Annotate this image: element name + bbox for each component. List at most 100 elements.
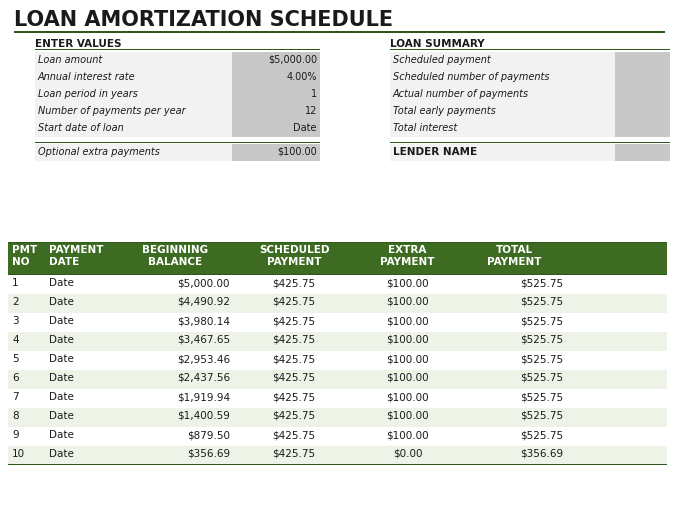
Text: $425.75: $425.75 [273,335,315,345]
Bar [615,144,670,161]
Bar [8,294,667,313]
Text: 2: 2 [12,297,19,307]
Text: 9: 9 [12,430,19,440]
Text: Number of payments per year: Number of payments per year [38,106,186,116]
Text: $3,467.65: $3,467.65 [177,335,230,345]
Bar [8,408,667,427]
Text: $100.00: $100.00 [386,297,429,307]
Text: $525.75: $525.75 [520,316,563,326]
Text: $525.75: $525.75 [520,392,563,402]
Bar [8,351,667,370]
Text: $1,400.59: $1,400.59 [177,411,230,421]
Text: Date: Date [49,335,74,345]
Bar [35,103,232,120]
Bar [8,241,667,243]
Bar [390,103,615,120]
Bar [232,120,320,137]
Text: $525.75: $525.75 [520,297,563,307]
Text: Date: Date [49,392,74,402]
Text: 7: 7 [12,392,19,402]
Text: 8: 8 [12,411,19,421]
Text: $100.00: $100.00 [277,147,317,157]
Text: $879.50: $879.50 [187,430,230,440]
Text: Scheduled number of payments: Scheduled number of payments [393,72,549,82]
Text: 5: 5 [12,354,19,364]
Text: 4: 4 [12,335,19,345]
Text: $1,919.94: $1,919.94 [177,392,230,402]
Text: Optional extra payments: Optional extra payments [38,147,160,157]
Bar [14,31,665,33]
Text: ENTER VALUES: ENTER VALUES [35,39,122,49]
Text: $100.00: $100.00 [386,373,429,383]
Text: LOAN SUMMARY: LOAN SUMMARY [390,39,485,49]
Bar [8,427,667,446]
Text: $525.75: $525.75 [520,430,563,440]
Bar [390,52,615,69]
Text: $2,437.56: $2,437.56 [177,373,230,383]
Text: $3,980.14: $3,980.14 [177,316,230,326]
Text: $100.00: $100.00 [386,411,429,421]
Text: SCHEDULED
PAYMENT: SCHEDULED PAYMENT [259,245,329,267]
Text: $425.75: $425.75 [273,392,315,402]
Bar [35,144,232,161]
Bar [8,446,667,465]
Bar [390,86,615,103]
Bar [232,86,320,103]
Text: $425.75: $425.75 [273,411,315,421]
Text: Loan amount: Loan amount [38,55,102,65]
Bar [390,48,670,50]
Bar [615,69,670,86]
Text: TOTAL
PAYMENT: TOTAL PAYMENT [487,245,541,267]
Text: $2,953.46: $2,953.46 [177,354,230,364]
Text: $5,000.00: $5,000.00 [178,278,230,288]
Text: 10: 10 [12,449,25,459]
Text: Date: Date [49,430,74,440]
Text: Total interest: Total interest [393,123,457,133]
Text: $356.69: $356.69 [520,449,563,459]
Text: Loan period in years: Loan period in years [38,89,138,99]
Text: LENDER NAME: LENDER NAME [393,147,477,157]
Text: LOAN AMORTIZATION SCHEDULE: LOAN AMORTIZATION SCHEDULE [14,10,393,30]
Text: $525.75: $525.75 [520,411,563,421]
Text: Date: Date [49,354,74,364]
Bar [8,463,667,465]
Text: 3: 3 [12,316,19,326]
Text: Date: Date [49,449,74,459]
Text: $425.75: $425.75 [273,297,315,307]
Bar [390,120,615,137]
Bar [8,370,667,389]
Text: Date: Date [49,373,74,383]
Bar [390,141,670,143]
Bar [35,52,232,69]
Bar [35,48,320,50]
Bar [232,144,320,161]
Bar [390,144,615,161]
Text: Date: Date [49,411,74,421]
Text: $425.75: $425.75 [273,373,315,383]
Bar [8,332,667,351]
Text: 1: 1 [12,278,19,288]
Bar [35,86,232,103]
Text: Scheduled payment: Scheduled payment [393,55,491,65]
Text: $525.75: $525.75 [520,278,563,288]
Text: $100.00: $100.00 [386,335,429,345]
Text: $425.75: $425.75 [273,354,315,364]
Bar [8,274,667,275]
Text: $425.75: $425.75 [273,449,315,459]
Text: $425.75: $425.75 [273,430,315,440]
Text: $100.00: $100.00 [386,316,429,326]
Bar [8,389,667,408]
Bar [8,242,667,275]
Bar [232,103,320,120]
Bar [35,69,232,86]
Text: $5,000.00: $5,000.00 [268,55,317,65]
Text: Actual number of payments: Actual number of payments [393,89,529,99]
Text: $100.00: $100.00 [386,430,429,440]
Bar [615,120,670,137]
Text: 4.00%: 4.00% [286,72,317,82]
Text: $356.69: $356.69 [187,449,230,459]
Text: $4,490.92: $4,490.92 [177,297,230,307]
Text: Total early payments: Total early payments [393,106,495,116]
Text: PAYMENT
DATE: PAYMENT DATE [49,245,103,267]
Bar [615,86,670,103]
